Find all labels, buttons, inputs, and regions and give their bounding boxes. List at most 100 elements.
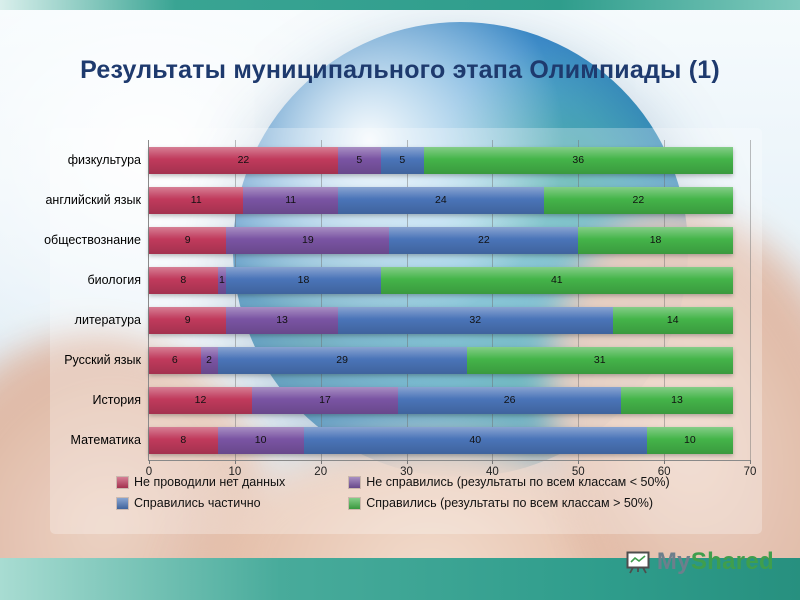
bar-segment: 9	[149, 226, 227, 254]
bar-segment: 18	[578, 226, 733, 254]
bar-row: 8 10 40 10	[149, 420, 750, 460]
category-label: физкультура	[67, 153, 141, 167]
bar-segment: 26	[397, 386, 622, 414]
x-tick-mark	[750, 460, 751, 464]
legend: Не проводили нет данных Справились частич…	[62, 475, 750, 510]
bar-value-label: 12	[194, 394, 207, 406]
bar-value-label: 10	[254, 434, 267, 446]
bar-value-label: 10	[684, 434, 696, 446]
bar-value-label: 13	[276, 314, 288, 326]
x-tick-mark	[406, 460, 408, 464]
bar-segment: 22	[389, 226, 579, 254]
bar-segment: 22	[149, 146, 338, 174]
y-axis-labels: физкультура английский язык обществознание…	[44, 140, 148, 460]
legend-swatch	[117, 497, 128, 509]
bar-value-label: 8	[180, 434, 187, 446]
bar-value-label: 40	[469, 434, 482, 446]
bar-value-label: 32	[469, 314, 482, 326]
bar-segment: 9	[149, 306, 227, 334]
slide-title: Результаты муниципального этапа Олимпиад…	[80, 56, 720, 84]
x-tick-label: 40	[486, 466, 499, 478]
bar-track: 6 2 29 31	[149, 346, 750, 374]
bar-value-label: 18	[649, 234, 662, 246]
bar-value-label: 1	[219, 274, 225, 286]
category-label: Русский язык	[64, 353, 141, 367]
legend-item: Справились частично	[117, 496, 285, 510]
legend-label: Справились (результаты по всем классам >…	[366, 496, 654, 510]
x-tick-mark	[149, 460, 150, 464]
bar-value-label: 19	[301, 234, 314, 246]
bar-value-label: 22	[237, 154, 250, 166]
bar-value-label: 22	[477, 234, 490, 246]
gridline	[234, 140, 236, 460]
logo-text-shared: Shared	[690, 548, 774, 575]
bar-value-label: 24	[435, 194, 447, 206]
bar-segment: 18	[226, 266, 381, 294]
bar-value-label: 36	[572, 154, 585, 166]
bar-segment: 13	[226, 306, 338, 334]
bar-segment: 40	[303, 426, 647, 454]
presentation-board-icon	[625, 549, 651, 575]
x-tick-label: 30	[400, 466, 413, 478]
bar-value-label: 29	[336, 354, 348, 366]
category-label: История	[92, 393, 141, 407]
chart: физкультура английский язык обществознание…	[44, 140, 756, 510]
bar-track: 9 13 32 14	[149, 306, 750, 334]
legend-label: Не справились (результаты по всем класса…	[366, 475, 670, 489]
bar-segment: 1	[217, 266, 227, 294]
x-tick-label: 70	[743, 466, 757, 478]
legend-swatch	[349, 476, 361, 488]
bar-segment: 6	[149, 346, 201, 374]
bar-segment: 19	[226, 226, 390, 254]
legend-item: Не проводили нет данных	[117, 475, 285, 489]
legend-item: Не справились (результаты по всем класса…	[349, 475, 670, 489]
bar-segment: 17	[252, 386, 398, 414]
bar-row: 8 1 18 41	[149, 260, 750, 300]
bar-value-label: 13	[671, 394, 683, 406]
bar-segment: 8	[149, 426, 218, 454]
bottom-accent-strip	[0, 558, 800, 600]
bar-value-label: 5	[399, 154, 406, 166]
gridline	[492, 140, 494, 460]
bar-segment: 22	[543, 186, 733, 214]
logo-text: MyShared	[657, 548, 774, 576]
category-label: обществознание	[44, 233, 141, 247]
category-label: биология	[87, 273, 141, 287]
bar-value-label: 6	[171, 354, 178, 366]
bar-segment: 14	[612, 306, 733, 334]
bar-segment: 11	[149, 186, 244, 214]
legend-label: Справились частично	[134, 496, 261, 510]
bar-value-label: 18	[297, 274, 310, 286]
bar-segment: 10	[217, 426, 304, 454]
x-tick-mark	[664, 460, 666, 464]
gridline	[578, 140, 580, 460]
bar-track: 12 17 26 13	[149, 386, 750, 414]
category-label: Математика	[70, 433, 141, 447]
x-tick-label: 20	[314, 466, 328, 478]
bar-row: 12 17 26 13	[149, 380, 750, 420]
bar-row: 9 19 22 18	[149, 220, 750, 260]
bar-segment: 41	[380, 266, 733, 294]
bar-row: 6 2 29 31	[149, 340, 750, 380]
plot-area: 22 5 5 36 11 11 24 22 9 19 22 18 8 1 18 41 9 13 32 14 6 2 29 31…	[146, 140, 756, 478]
bar-row: 9 13 32 14	[149, 300, 750, 340]
bar-track: 11 11 24 22	[149, 186, 750, 214]
bar-segment: 11	[243, 186, 338, 214]
x-tick-mark	[320, 460, 322, 464]
x-tick-mark	[234, 460, 236, 464]
x-tick-label: 60	[657, 466, 671, 478]
x-tick-label: 50	[571, 466, 585, 478]
bar-value-label: 41	[550, 274, 563, 286]
legend-swatch	[117, 476, 128, 488]
bar-value-label: 31	[593, 354, 606, 366]
legend-item: Справились (результаты по всем классам >…	[349, 496, 669, 510]
bar-segment: 12	[149, 386, 253, 414]
x-tick-mark	[492, 460, 494, 464]
myshared-logo[interactable]: MyShared	[625, 548, 774, 576]
x-tick-label: 10	[228, 466, 242, 478]
bar-segment: 31	[466, 346, 733, 374]
bar-track: 9 19 22 18	[149, 226, 750, 254]
gridline	[750, 140, 751, 460]
gridline	[664, 140, 666, 460]
x-tick-label: 0	[145, 466, 153, 478]
